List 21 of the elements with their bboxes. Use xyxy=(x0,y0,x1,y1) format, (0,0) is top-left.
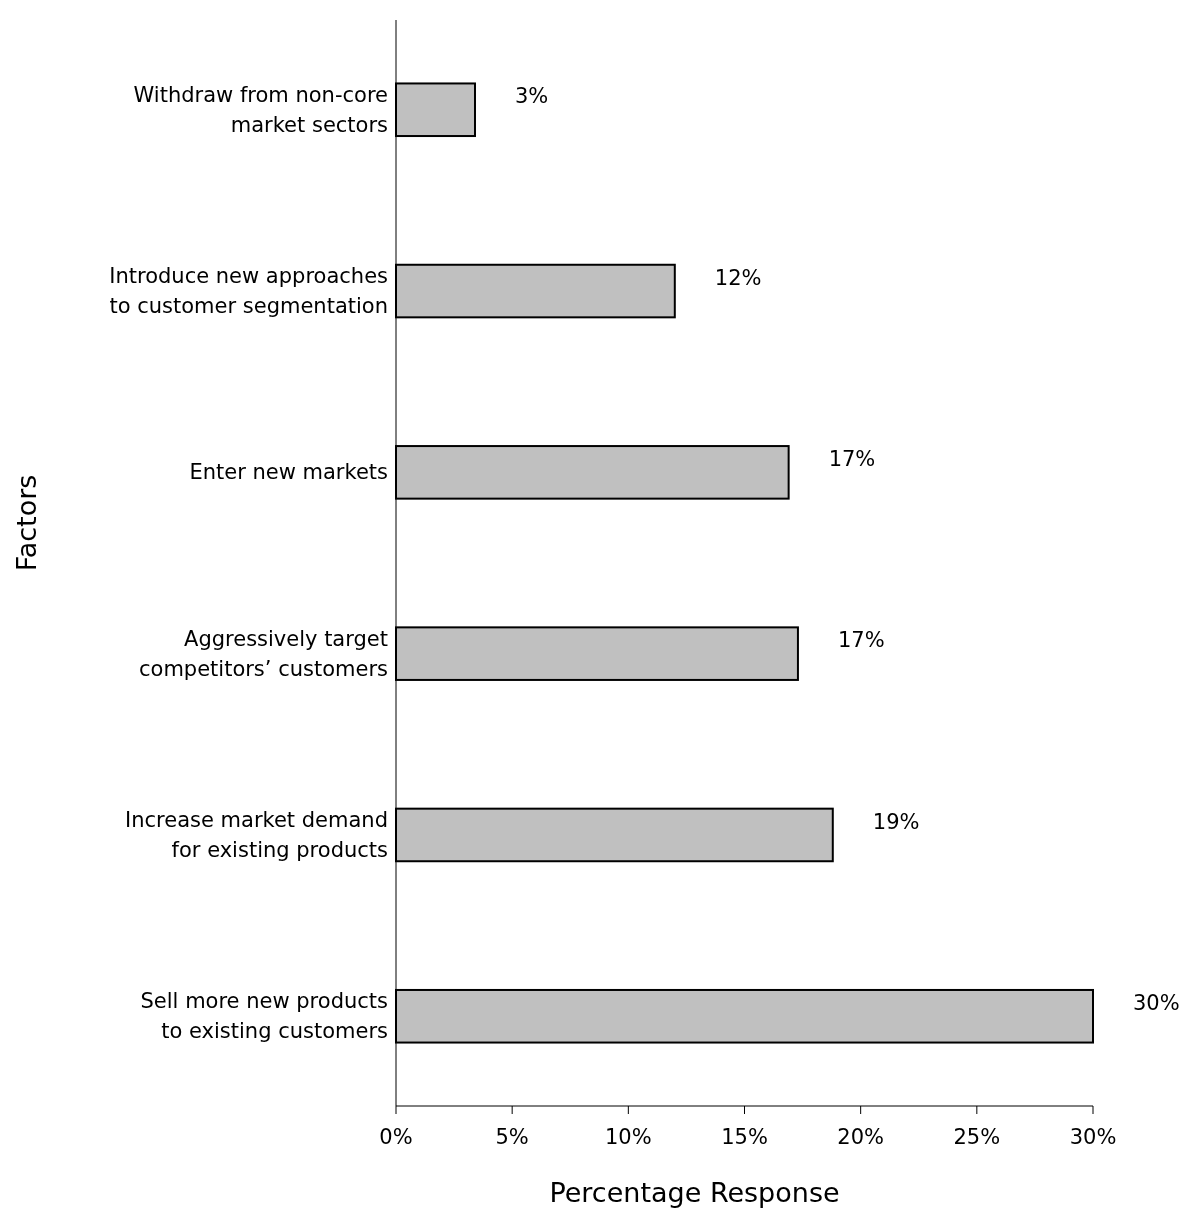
x-tick-label: 20% xyxy=(837,1125,885,1149)
x-tick-label: 25% xyxy=(953,1125,1001,1149)
y-tick-label: Increase market demand for existing products xyxy=(125,807,388,862)
x-tick-label: 0% xyxy=(379,1125,413,1149)
data-label: 3% xyxy=(514,84,549,109)
y-tick-label: Aggressively target competitors’ customers xyxy=(138,626,388,681)
y-tick-label: Withdraw from non-core market sectors xyxy=(133,82,388,137)
y-tick-label: Enter new markets xyxy=(189,460,388,485)
y-tick-label: Sell more new products to existing customers xyxy=(140,989,388,1044)
y-tick-label: Introduce new approaches to customer segmentation xyxy=(109,264,388,319)
y-axis-title: Factors xyxy=(11,474,42,572)
data-label: 17% xyxy=(837,628,885,653)
data-label: 17% xyxy=(828,447,876,472)
x-tick-label: 15% xyxy=(721,1125,768,1149)
data-label: 19% xyxy=(872,809,920,834)
data-label: 30% xyxy=(1133,990,1180,1015)
x-tick-label: 5% xyxy=(495,1125,529,1149)
x-tick-label: 10% xyxy=(604,1125,652,1149)
x-tick-label: 30% xyxy=(1069,1125,1117,1149)
data-label: 12% xyxy=(714,265,762,290)
x-axis-title: Percentage Response xyxy=(549,1177,840,1208)
